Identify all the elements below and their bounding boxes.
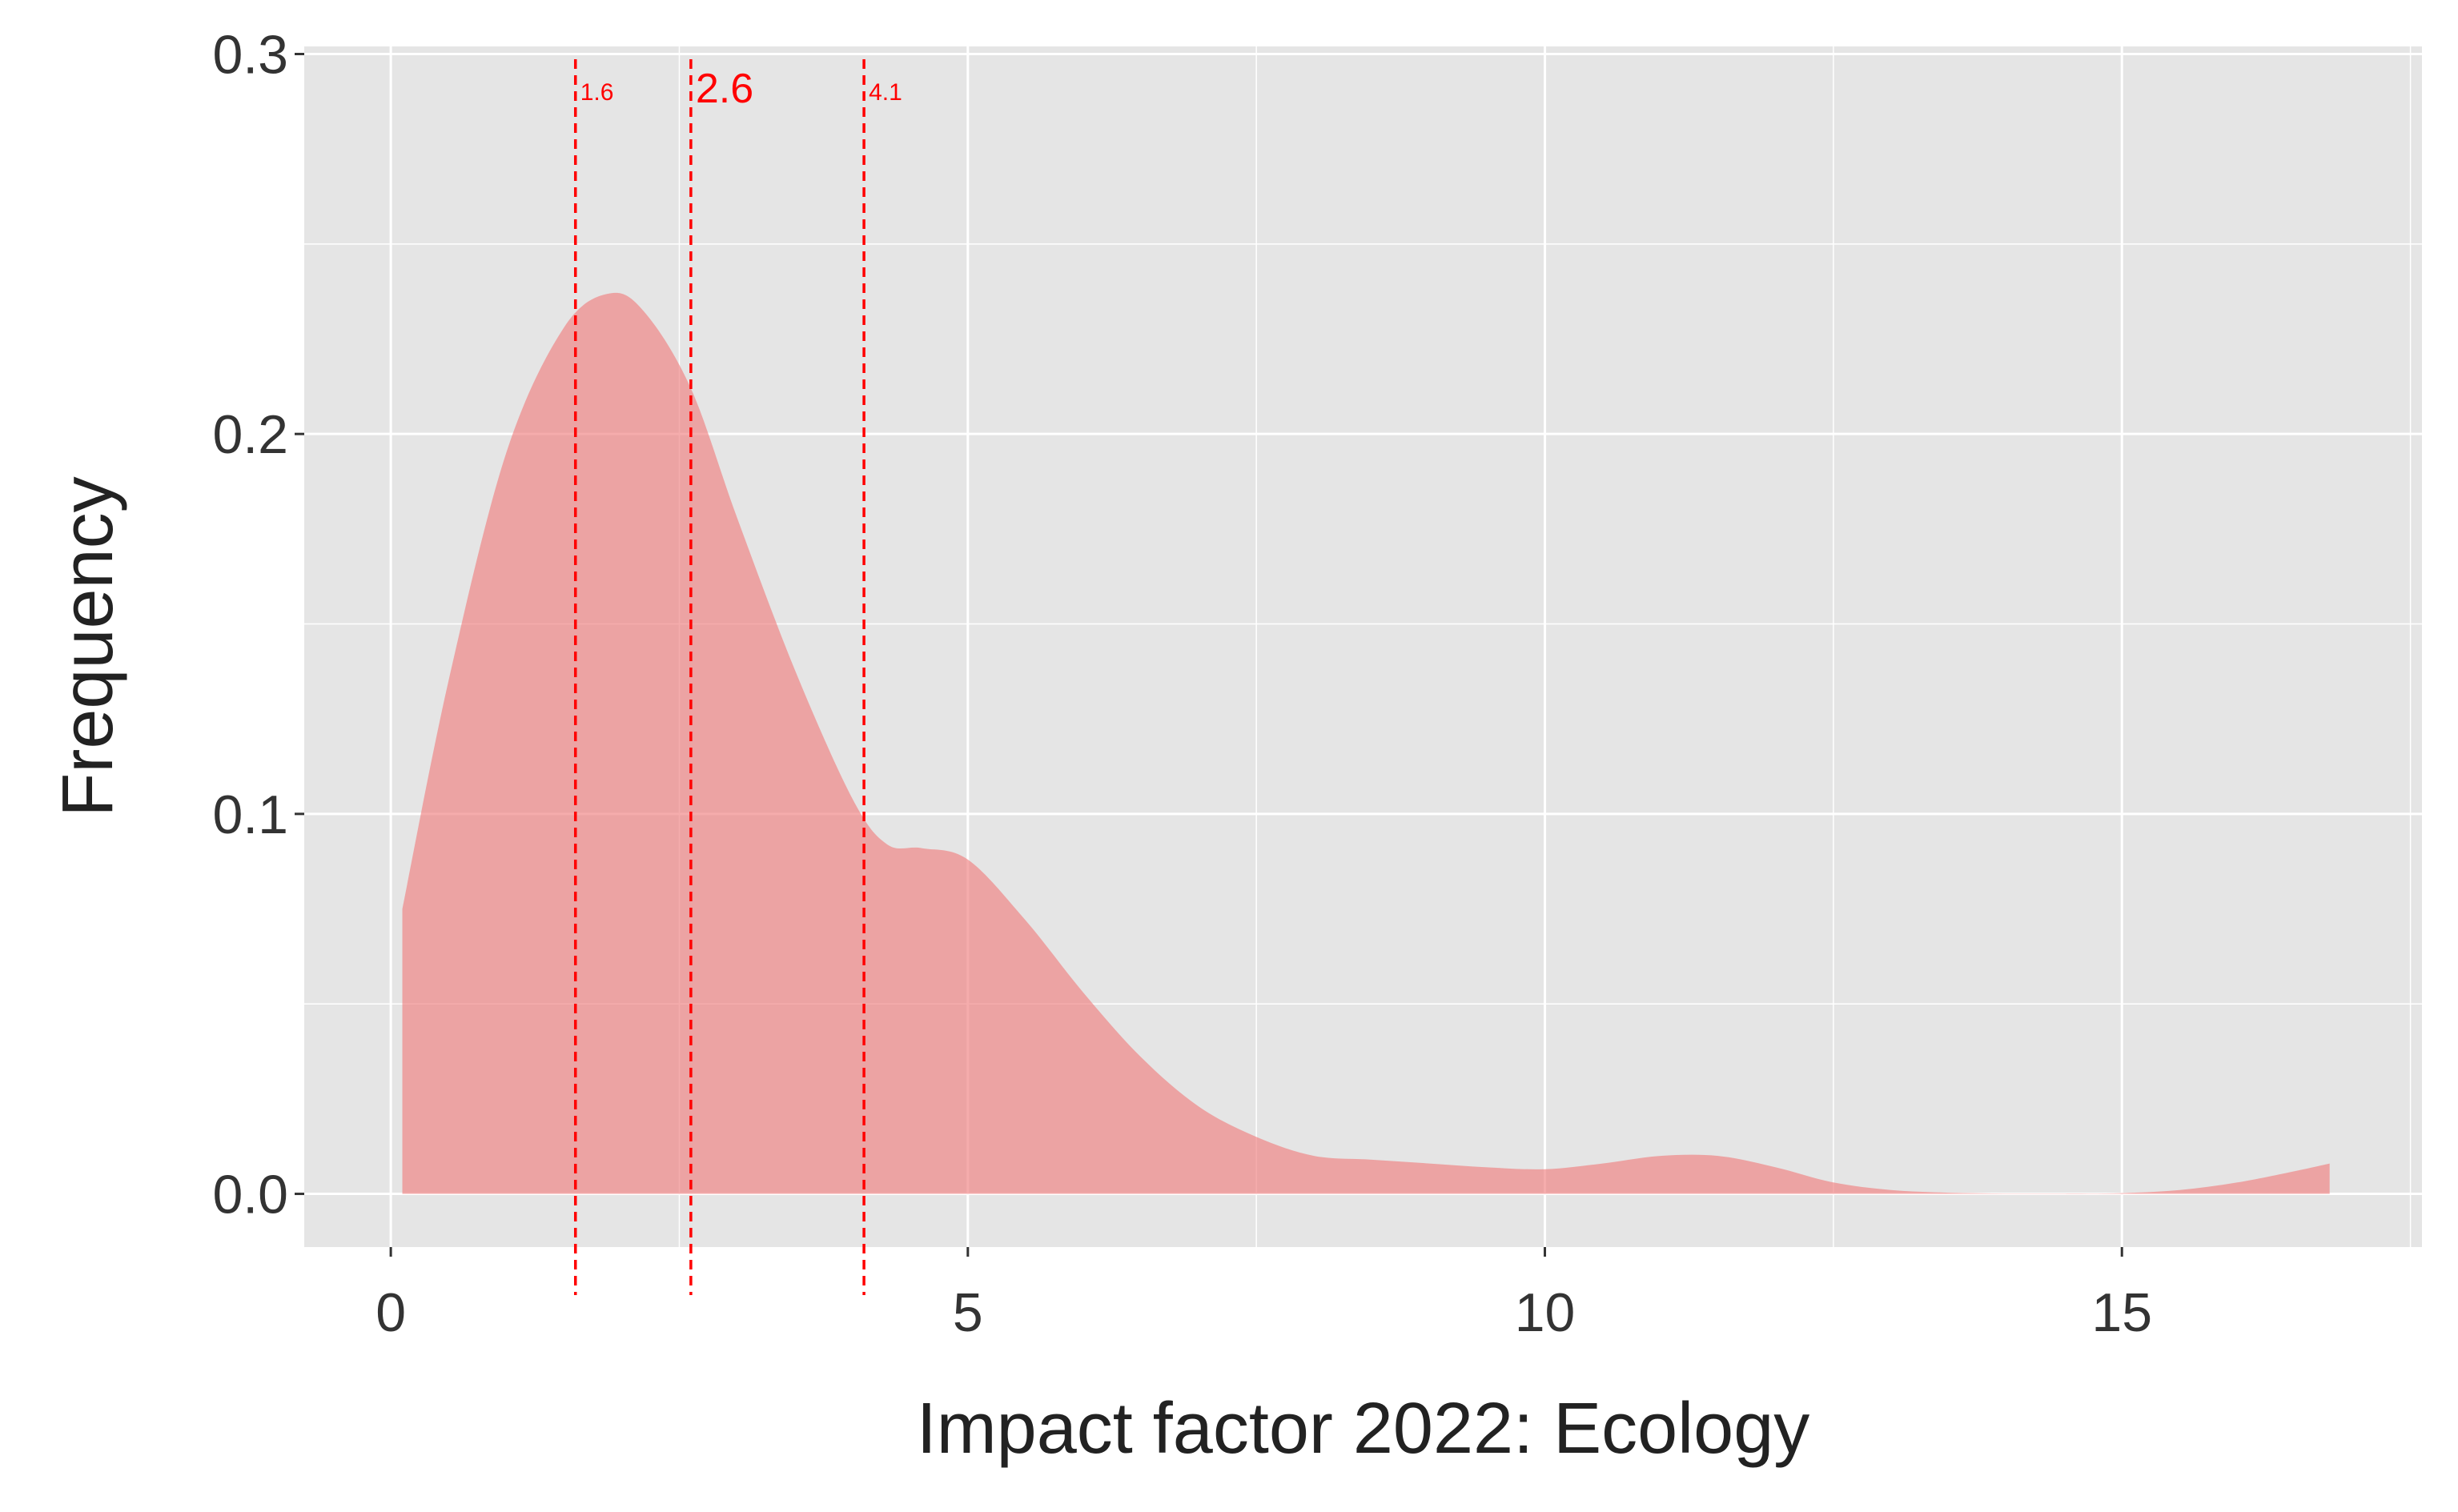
x-tick-label: 15: [2091, 1282, 2152, 1343]
y-tick-label: 0.1: [212, 784, 288, 845]
y-tick-label: 0.0: [212, 1165, 288, 1225]
y-axis-tick-labels: 0.0 0.1 0.2 0.3: [212, 24, 288, 1225]
axis-ticks: [295, 52, 2123, 1257]
reference-line-label: 4.1: [869, 79, 902, 106]
x-tick-label: 10: [1515, 1282, 1576, 1343]
y-axis-title: Frequency: [48, 476, 128, 816]
x-axis-title: Impact factor 2022: Ecology: [917, 1389, 1810, 1469]
y-tick-label: 0.3: [212, 24, 288, 85]
reference-lines: 1.6 2.6 4.1: [573, 59, 902, 1295]
x-tick-label: 0: [376, 1282, 406, 1343]
y-tick-label: 0.2: [212, 404, 288, 465]
reference-line-label: 1.6: [580, 79, 614, 106]
reference-line-label: 2.6: [696, 66, 753, 112]
x-axis-tick-labels: 0 5 10 15: [376, 1282, 2152, 1343]
density-area: [402, 292, 2330, 1194]
x-tick-label: 5: [953, 1282, 983, 1343]
